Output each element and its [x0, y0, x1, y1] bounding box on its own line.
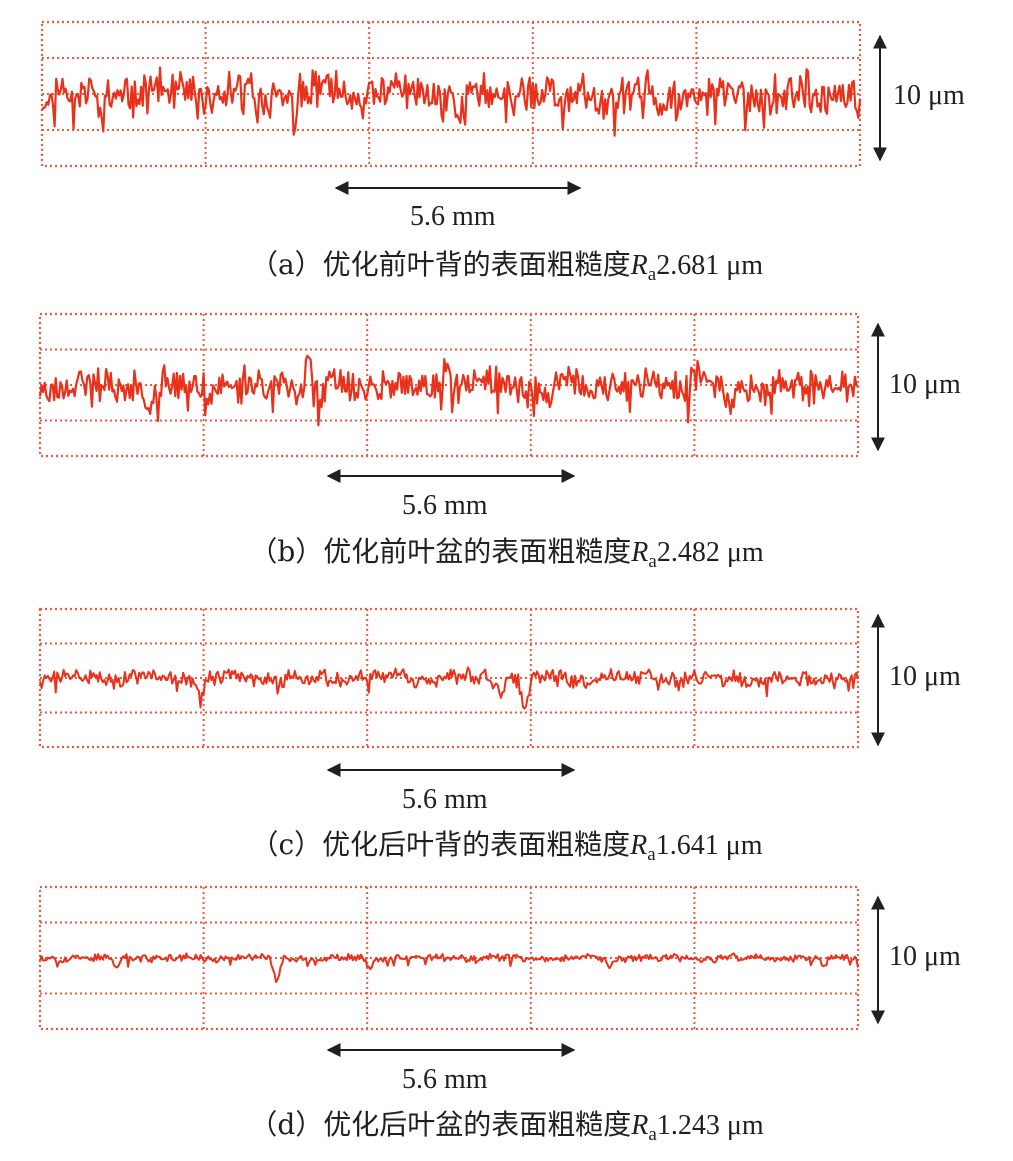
caption-a-ra-subscript: a	[647, 264, 657, 285]
caption-c-ra-symbol: R	[630, 830, 648, 861]
panel-b: 10 μm 5.6 mm （b）优化前叶盆的表面粗糙度Ra2.482 μm	[0, 290, 1013, 580]
caption-c-ra-subscript: a	[647, 844, 656, 865]
caption-a-prefix: （a）优化前叶背的表面粗糙度	[249, 248, 631, 281]
profile-line-a	[41, 66, 862, 137]
caption-b-ra-value: 2.482 μm	[656, 537, 764, 568]
caption-d: （d）优化后叶盆的表面粗糙度Ra1.243 μm	[0, 1108, 1013, 1145]
profile-line-c	[39, 666, 859, 710]
caption-b-ra-symbol: R	[631, 537, 649, 568]
profile-line-b	[38, 354, 859, 427]
caption-d-ra-value: 1.243 μm	[656, 1110, 764, 1141]
profile-line-d	[39, 952, 859, 983]
vertical-scale-label-a: 10 μm	[893, 80, 965, 111]
caption-b: （b）优化前叶盆的表面粗糙度Ra2.482 μm	[0, 535, 1013, 572]
profile-plot-c	[38, 607, 885, 777]
horizontal-scale-label-c: 5.6 mm	[402, 784, 488, 815]
vertical-scale-label-c: 10 μm	[889, 661, 961, 692]
caption-c-ra-value: 1.641 μm	[655, 830, 763, 861]
horizontal-scale-label-a: 5.6 mm	[410, 201, 496, 232]
vertical-scale-label-d: 10 μm	[889, 941, 961, 972]
panel-c: 10 μm 5.6 mm （c）优化后叶背的表面粗糙度Ra1.641 μm	[0, 585, 1013, 875]
panel-d: 10 μm 5.6 mm （d）优化后叶盆的表面粗糙度Ra1.243 μm	[0, 877, 1013, 1161]
caption-b-ra-subscript: a	[648, 551, 657, 572]
profile-plot-b	[38, 312, 885, 483]
profile-plot-a	[40, 20, 887, 195]
caption-a-ra-symbol: R	[630, 250, 648, 281]
caption-c-prefix: （c）优化后叶背的表面粗糙度	[250, 828, 631, 861]
caption-a: （a）优化前叶背的表面粗糙度Ra2.681 μm	[0, 248, 1013, 285]
panel-a: 10 μm 5.6 mm （a）优化前叶背的表面粗糙度Ra2.681 μm	[0, 0, 1013, 290]
caption-d-prefix: （d）优化后叶盆的表面粗糙度	[249, 1108, 632, 1141]
caption-d-ra-symbol: R	[631, 1110, 649, 1141]
caption-a-ra-value: 2.681 μm	[656, 250, 764, 281]
vertical-scale-label-b: 10 μm	[889, 369, 961, 400]
profile-plot-d	[38, 885, 885, 1057]
horizontal-scale-label-b: 5.6 mm	[402, 490, 488, 521]
caption-d-ra-subscript: a	[648, 1124, 657, 1145]
horizontal-scale-label-d: 5.6 mm	[402, 1064, 488, 1095]
caption-b-prefix: （b）优化前叶盆的表面粗糙度	[249, 535, 632, 568]
caption-c: （c）优化后叶背的表面粗糙度Ra1.641 μm	[0, 828, 1013, 865]
